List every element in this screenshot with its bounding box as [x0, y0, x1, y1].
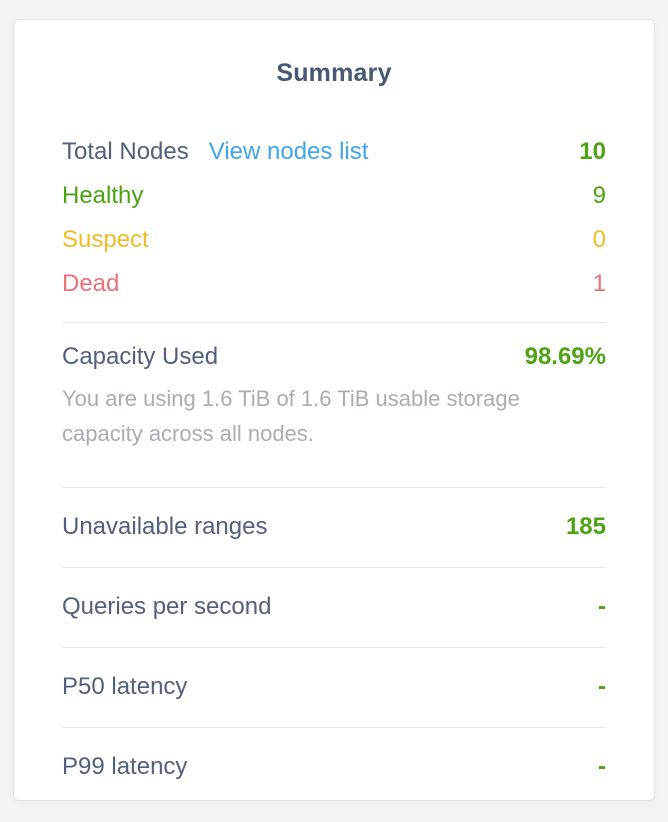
- total-nodes-row: Total Nodes View nodes list 10: [62, 130, 606, 174]
- capacity-description: You are using 1.6 TiB of 1.6 TiB usable …: [62, 386, 520, 446]
- unavailable-ranges-label: Unavailable ranges: [62, 513, 268, 540]
- divider: [62, 322, 606, 323]
- healthy-label: Healthy: [62, 182, 144, 209]
- suspect-value: 0: [592, 226, 606, 253]
- suspect-label: Suspect: [62, 226, 149, 253]
- p50-latency-row: P50 latency -: [62, 664, 606, 710]
- divider: [62, 487, 606, 488]
- unavailable-ranges-row: Unavailable ranges 185: [62, 504, 606, 550]
- dead-label: Dead: [62, 270, 120, 297]
- healthy-nodes-row: Healthy 9: [62, 174, 606, 218]
- queries-per-second-row: Queries per second -: [62, 584, 606, 630]
- divider: [62, 567, 606, 568]
- p50-latency-value: -: [598, 673, 606, 700]
- summary-panel: Summary Total Nodes View nodes list 10 H…: [13, 19, 655, 801]
- capacity-used-row: Capacity Used 98.69%: [62, 335, 606, 379]
- panel-title: Summary: [276, 59, 392, 87]
- node-counts-section: Total Nodes View nodes list 10 Healthy 9…: [62, 130, 606, 306]
- p99-latency-row: P99 latency -: [62, 744, 606, 790]
- queries-per-second-label: Queries per second: [62, 593, 272, 620]
- dead-value: 1: [592, 270, 606, 297]
- total-nodes-value: 10: [579, 138, 606, 165]
- suspect-nodes-row: Suspect 0: [62, 218, 606, 262]
- p99-latency-value: -: [598, 753, 606, 780]
- capacity-used-label: Capacity Used: [62, 343, 219, 370]
- capacity-section: Capacity Used 98.69% You are using 1.6 T…: [62, 335, 606, 471]
- p99-latency-label: P99 latency: [62, 753, 188, 780]
- divider: [62, 727, 606, 728]
- unavailable-ranges-value: 185: [565, 513, 606, 540]
- total-nodes-label: Total Nodes: [62, 138, 189, 165]
- healthy-value: 9: [592, 182, 606, 209]
- divider: [62, 647, 606, 648]
- view-nodes-list-link[interactable]: View nodes list: [208, 138, 369, 165]
- queries-per-second-value: -: [598, 593, 606, 620]
- dead-nodes-row: Dead 1: [62, 262, 606, 306]
- p50-latency-label: P50 latency: [62, 673, 188, 700]
- capacity-used-value: 98.69%: [524, 343, 606, 370]
